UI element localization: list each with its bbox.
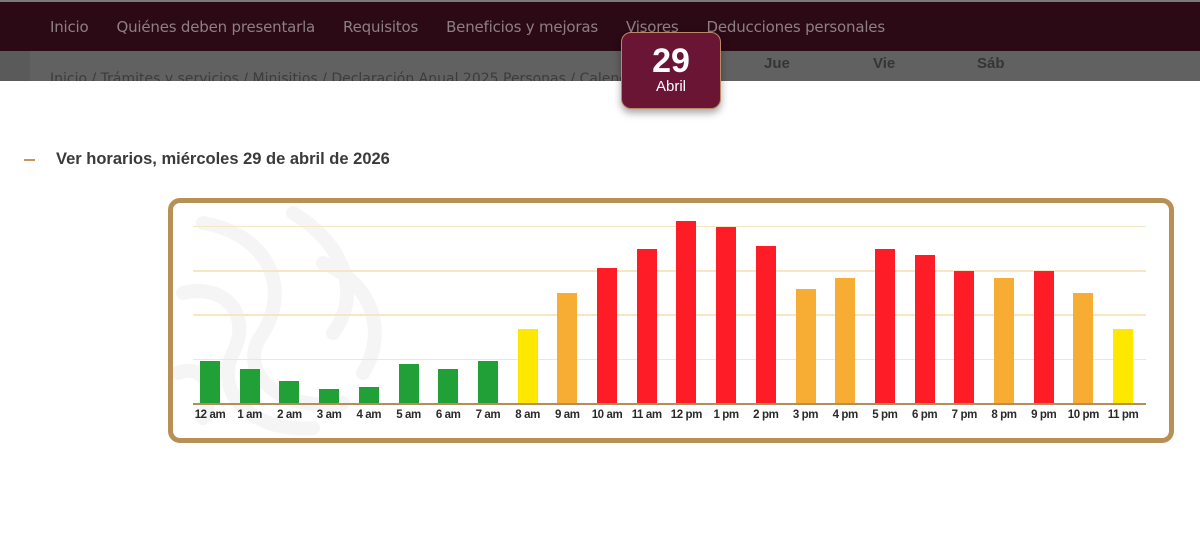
x-axis-label: 11 pm xyxy=(1107,409,1139,421)
x-axis-label: 11 am xyxy=(631,409,662,421)
bar-8-am[interactable] xyxy=(517,329,538,403)
x-axis-label: 1 pm xyxy=(713,409,739,421)
bar-9-am[interactable] xyxy=(557,293,578,403)
gridline xyxy=(193,225,1146,228)
breadcrumb-item-inicio[interactable]: Inicio xyxy=(50,71,88,81)
breadcrumb-item-minisitios[interactable]: Minisitios xyxy=(252,71,318,81)
bar-10-am[interactable] xyxy=(597,267,617,403)
nav-item-requisitos[interactable]: Requisitos xyxy=(343,17,419,36)
x-axis-label: 9 am xyxy=(554,409,580,421)
x-axis-label: 10 am xyxy=(591,409,623,421)
bar-1-am[interactable] xyxy=(239,368,260,403)
x-axis-baseline xyxy=(193,403,1146,405)
bar-3-pm[interactable] xyxy=(795,289,816,403)
bar-12-pm[interactable] xyxy=(676,220,697,403)
gridline xyxy=(193,358,1146,361)
breadcrumb-item-tramites[interactable]: Trámites y servicios xyxy=(100,71,239,81)
x-axis-label: 5 pm xyxy=(872,409,898,421)
x-axis-label: 1 am xyxy=(237,409,262,421)
schedule-section-toggle[interactable]: Ver horarios, miércoles 29 de abril de 2… xyxy=(24,150,390,169)
bar-7-am[interactable] xyxy=(477,360,498,403)
bar-6-pm[interactable] xyxy=(914,255,935,403)
subbar-shade xyxy=(0,51,30,81)
bar-5-am[interactable] xyxy=(398,364,419,403)
x-axis-label: 6 am xyxy=(435,409,461,421)
date-badge-month: Abril xyxy=(655,78,686,95)
bar-11-am[interactable] xyxy=(636,248,657,403)
date-badge-day: 29 xyxy=(652,42,690,80)
gridline xyxy=(193,270,1146,272)
x-axis-label: 12 am xyxy=(194,409,226,421)
nav-item-beneficios-y-mejoras[interactable]: Beneficios y mejoras xyxy=(446,17,598,36)
bar-7-pm[interactable] xyxy=(954,270,975,403)
x-axis-label: 10 pm xyxy=(1067,409,1100,421)
week-day-header: Vie xyxy=(873,55,896,72)
x-axis-label: 9 pm xyxy=(1031,409,1057,421)
breadcrumb-bar: Inicio / Trámites y servicios / Minisiti… xyxy=(0,51,1200,81)
nav-item-quienes-deben-presentarla[interactable]: Quiénes deben presentarla xyxy=(116,17,316,36)
bar-2-pm[interactable] xyxy=(755,246,776,403)
x-axis-label: 4 pm xyxy=(832,409,859,421)
x-axis-label: 8 am xyxy=(515,409,540,421)
x-axis-label: 3 am xyxy=(316,409,342,421)
bar-3-am[interactable] xyxy=(319,388,340,403)
x-axis-label: 7 am xyxy=(475,409,501,421)
nav-item-visores[interactable]: Visores xyxy=(625,17,679,36)
bar-4-am[interactable] xyxy=(358,387,379,403)
x-axis-label: 8 pm xyxy=(991,409,1017,421)
bar-8-pm[interactable] xyxy=(994,278,1014,403)
breadcrumb-item-declaracion-anual[interactable]: Declaración Anual 2025 Personas xyxy=(331,71,566,81)
collapse-dash-icon xyxy=(24,158,35,161)
x-axis-label: 3 pm xyxy=(792,409,819,421)
x-axis-label: 4 am xyxy=(356,409,382,421)
nav-item-inicio[interactable]: Inicio xyxy=(50,17,89,36)
bar-6-am[interactable] xyxy=(438,368,459,403)
x-axis-label: 2 am xyxy=(277,409,302,421)
section-title: Ver horarios, miércoles 29 de abril de 2… xyxy=(56,150,390,168)
main-navbar: Inicio Quiénes deben presentarla Requisi… xyxy=(0,2,1200,51)
bar-1-pm[interactable] xyxy=(716,227,737,403)
window-top-edge xyxy=(0,0,1200,2)
bar-2-am[interactable] xyxy=(279,380,300,403)
nav-item-deducciones-personales[interactable]: Deducciones personales xyxy=(706,17,886,36)
x-axis-label: 5 am xyxy=(396,409,421,421)
bar-12-am[interactable] xyxy=(200,360,220,403)
x-axis-label: 12 pm xyxy=(670,409,703,421)
bar-5-pm[interactable] xyxy=(874,248,895,403)
x-axis-label: 7 pm xyxy=(951,409,978,421)
breadcrumb-item-calendario: Calendario xyxy=(579,71,655,81)
week-day-header: Sáb xyxy=(977,55,1005,72)
x-axis-label: 2 pm xyxy=(753,409,779,421)
bar-9-pm[interactable] xyxy=(1033,270,1054,403)
bar-10-pm[interactable] xyxy=(1073,293,1094,403)
bar-chart-plot: 12 am 1 am 2 am 3 am 4 am 5 am 6 am 7 am 8 am 9 a… xyxy=(193,203,1146,438)
gridline xyxy=(193,314,1146,316)
date-badge: 29 Abril xyxy=(621,32,721,109)
week-day-header: Jue xyxy=(764,55,790,72)
breadcrumb: Inicio / Trámites y servicios / Minisiti… xyxy=(50,71,655,81)
bar-11-pm[interactable] xyxy=(1113,329,1134,403)
x-axis-label: 6 pm xyxy=(911,409,938,421)
hourly-chart-card: 12 am 1 am 2 am 3 am 4 am 5 am 6 am 7 am 8 am 9 a… xyxy=(168,198,1174,443)
nav-items: Inicio Quiénes deben presentarla Requisi… xyxy=(50,2,913,51)
bar-4-pm[interactable] xyxy=(835,278,856,403)
